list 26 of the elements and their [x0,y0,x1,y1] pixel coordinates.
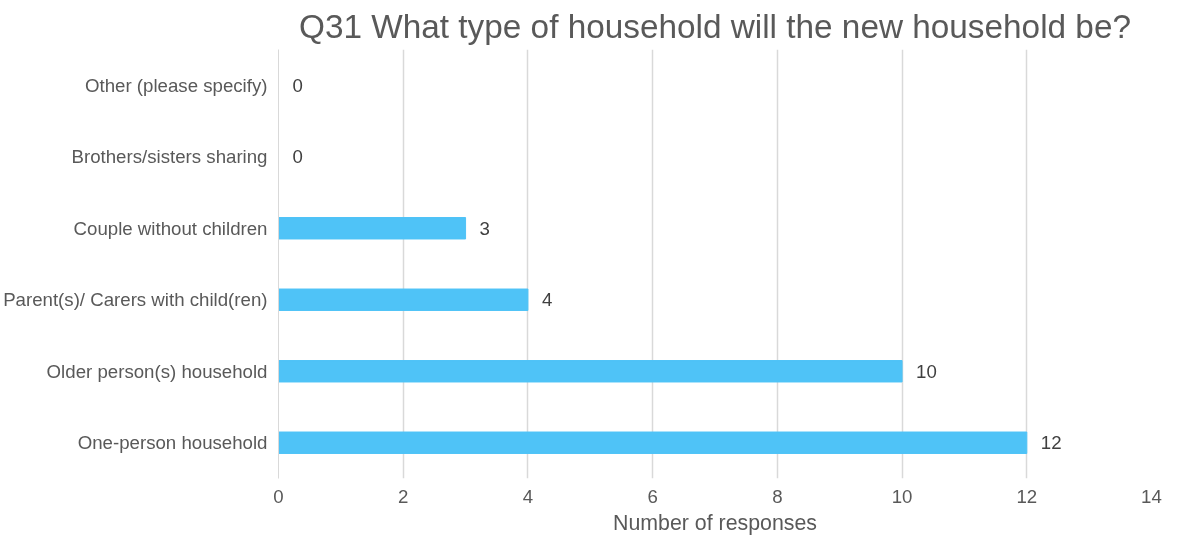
bar [278,217,467,240]
bar [278,288,529,311]
y-tick-label: Brothers/sisters sharing [71,146,268,168]
x-tick-label: 10 [891,485,913,507]
y-tick-label: Older person(s) household [46,360,268,382]
bar [278,360,903,383]
data-label: 0 [292,74,303,96]
x-tick-label: 8 [772,485,783,507]
chart-title: Q31 What type of household will the new household be? [299,7,1131,45]
y-tick-label: Couple without children [73,217,268,239]
x-tick-label: 14 [1141,485,1162,507]
x-tick-label: 0 [273,485,284,507]
y-tick-label: Parent(s)/ Carers with child(ren) [3,289,268,311]
y-tick-label: One-person household [77,432,268,454]
y-tick-label: Other (please specify) [85,74,268,96]
data-label: 3 [479,217,490,239]
x-axis-title: Number of responses [613,510,817,535]
bar [278,431,1028,454]
data-label: 10 [916,360,937,382]
data-label: 4 [541,289,553,311]
data-label: 12 [1040,432,1062,454]
x-tick-label: 6 [647,485,658,507]
x-tick-label: 12 [1016,485,1038,507]
x-tick-label: 4 [522,485,534,507]
data-label: 0 [292,146,303,168]
x-tick-label: 2 [398,485,409,507]
